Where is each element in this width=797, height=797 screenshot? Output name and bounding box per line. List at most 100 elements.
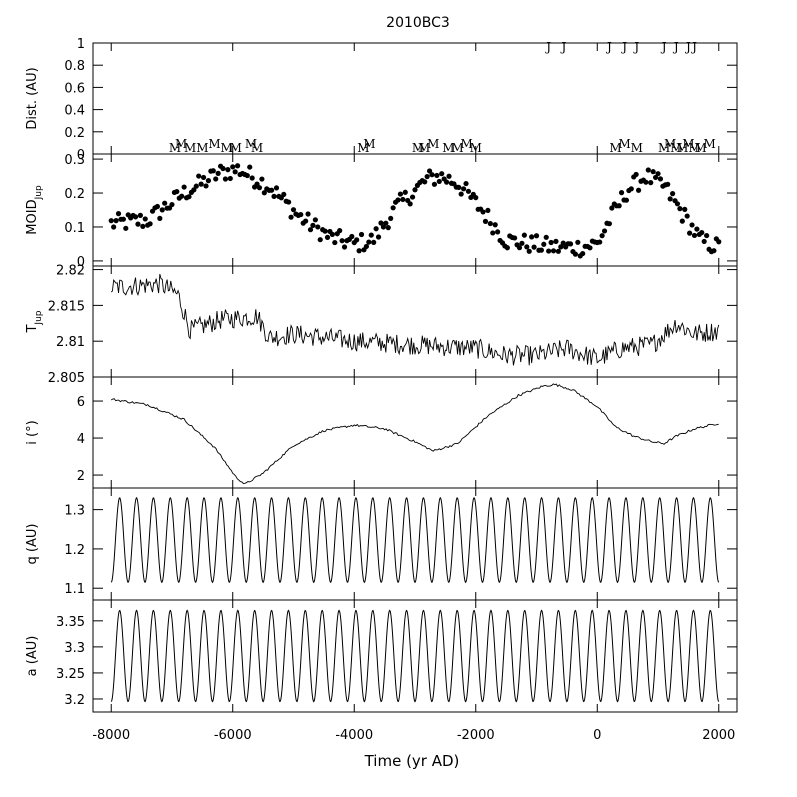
moid-point bbox=[623, 197, 630, 203]
y-tick-label: 6 bbox=[77, 395, 85, 410]
moid-point bbox=[553, 238, 559, 244]
mars-encounter-marker: M bbox=[175, 137, 187, 151]
moid-point bbox=[465, 188, 472, 194]
moid-point bbox=[196, 173, 202, 179]
moid-point bbox=[174, 188, 180, 195]
moid-point bbox=[682, 206, 688, 212]
mars-encounter-marker: M bbox=[460, 137, 472, 151]
moid-point bbox=[699, 229, 705, 236]
moid-point bbox=[373, 226, 379, 232]
mars-encounter-marker: M bbox=[230, 141, 242, 155]
moid-point bbox=[677, 206, 683, 212]
moid-point bbox=[213, 176, 219, 182]
y-axis-label-tjup: TJup bbox=[25, 310, 44, 333]
jupiter-encounter-marker: J bbox=[672, 40, 679, 54]
moid-point bbox=[286, 199, 292, 205]
y-axis-label-subscript: Jup bbox=[34, 185, 44, 200]
moid-point bbox=[546, 248, 552, 254]
moid-point bbox=[198, 181, 204, 187]
y-tick-label: 0.1 bbox=[64, 221, 85, 236]
mars-encounter-marker: M bbox=[704, 137, 716, 151]
moid-point bbox=[458, 191, 464, 197]
moid-point bbox=[385, 225, 391, 231]
moid-point bbox=[609, 205, 615, 211]
moid-point bbox=[628, 186, 634, 192]
moid-point bbox=[519, 240, 525, 246]
y-tick-label: 1.3 bbox=[64, 504, 85, 519]
moid-point bbox=[159, 207, 165, 213]
mars-encounter-marker: M bbox=[658, 141, 670, 155]
panel-incl: 2 4 6 i (°) bbox=[25, 376, 737, 488]
mars-encounter-marker: M bbox=[688, 141, 700, 155]
mars-encounter-marker: M bbox=[682, 137, 694, 151]
y-tick-label: 1.1 bbox=[64, 582, 85, 597]
moid-point bbox=[200, 174, 207, 181]
moid-point bbox=[597, 239, 603, 245]
moid-point bbox=[567, 241, 574, 247]
moid-point bbox=[516, 245, 523, 251]
mars-encounter-marker: M bbox=[694, 141, 706, 155]
moid-point bbox=[480, 209, 486, 215]
moid-point bbox=[687, 230, 693, 236]
moid-point bbox=[315, 224, 321, 230]
y-tick-label: 0.4 bbox=[64, 104, 85, 119]
y-tick-label: 2.82 bbox=[56, 264, 85, 279]
moid-point bbox=[601, 228, 608, 234]
moid-point bbox=[157, 215, 163, 221]
moid-point bbox=[337, 228, 343, 234]
moid-point bbox=[473, 195, 479, 201]
y-tick-label: 2.805 bbox=[48, 371, 85, 386]
moid-point bbox=[684, 213, 690, 219]
moid-point bbox=[210, 168, 216, 174]
y-tick-label: 0.2 bbox=[64, 126, 85, 141]
mars-encounter-marker: M bbox=[427, 137, 439, 151]
moid-point bbox=[490, 230, 496, 236]
moid-point bbox=[288, 214, 294, 220]
series-line-incl bbox=[110, 383, 719, 484]
moid-point bbox=[422, 179, 428, 185]
moid-point bbox=[436, 178, 442, 185]
mars-encounter-marker: M bbox=[363, 137, 375, 151]
moid-point bbox=[390, 205, 396, 211]
moid-point bbox=[191, 187, 197, 193]
mars-encounter-marker: M bbox=[184, 141, 196, 155]
moid-point bbox=[548, 239, 554, 246]
moid-point bbox=[701, 238, 707, 245]
y-tick-label: 2.815 bbox=[48, 299, 85, 314]
moid-point bbox=[140, 223, 146, 229]
mars-encounter-marker: M bbox=[609, 141, 621, 155]
moid-point bbox=[487, 220, 493, 227]
mars-encounter-marker: M bbox=[451, 141, 463, 155]
y-tick-label: 3.25 bbox=[56, 667, 85, 682]
moid-point bbox=[407, 201, 413, 207]
moid-point bbox=[132, 214, 139, 220]
moid-point bbox=[529, 234, 535, 240]
y-tick-label: 0.3 bbox=[64, 153, 85, 168]
moid-point bbox=[193, 183, 199, 189]
panel-a: 3.2 3.25 3.3 3.35 a (AU) bbox=[25, 599, 737, 712]
y-axis-label-moid: MOIDJup bbox=[25, 185, 44, 235]
moid-point bbox=[524, 244, 530, 250]
y-axis-label-subscript: Jup bbox=[34, 310, 44, 325]
moid-point bbox=[271, 193, 277, 199]
moid-point bbox=[281, 191, 287, 198]
moid-point bbox=[587, 245, 593, 251]
mars-encounter-marker: M bbox=[442, 141, 454, 155]
moid-point bbox=[162, 200, 168, 206]
moid-point bbox=[363, 243, 369, 250]
mars-encounter-marker: M bbox=[470, 141, 482, 155]
moid-point bbox=[249, 175, 255, 181]
moid-point bbox=[599, 233, 605, 239]
moid-point bbox=[371, 239, 377, 245]
moid-point bbox=[383, 220, 389, 226]
moid-point bbox=[203, 183, 209, 189]
moid-point bbox=[111, 224, 117, 230]
x-tick-label: -8000 bbox=[92, 728, 130, 743]
moid-point bbox=[220, 165, 226, 172]
moid-point bbox=[412, 187, 418, 193]
moid-point bbox=[120, 216, 126, 222]
moid-point bbox=[230, 164, 236, 170]
y-tick-label: 3.35 bbox=[56, 615, 85, 630]
moid-point bbox=[434, 172, 440, 179]
